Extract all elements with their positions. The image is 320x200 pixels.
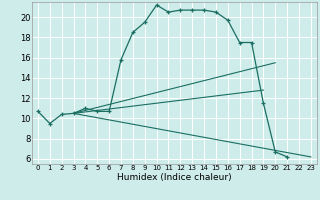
X-axis label: Humidex (Indice chaleur): Humidex (Indice chaleur) (117, 173, 232, 182)
